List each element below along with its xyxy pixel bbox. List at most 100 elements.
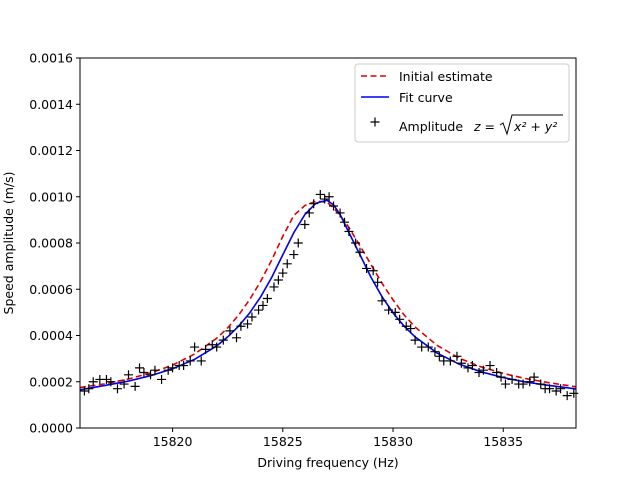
amplitude-point [401, 321, 411, 331]
amplitude-point [529, 372, 539, 382]
amplitude-point [474, 368, 484, 377]
amplitude-point [406, 324, 416, 334]
amplitude-point [355, 247, 365, 257]
amplitude-point [190, 342, 200, 352]
amplitude-point [344, 226, 354, 236]
amplitude-point [212, 342, 222, 352]
amplitude-point [254, 305, 264, 315]
y-tick-label: 0.0016 [29, 51, 73, 66]
amplitude-point [492, 368, 502, 377]
amplitude-point [445, 356, 455, 366]
amplitude-point [507, 374, 517, 384]
y-tick-label: 0.0002 [29, 374, 73, 389]
amplitude-point [329, 201, 339, 211]
amplitude-point [309, 199, 319, 209]
amplitude-point [373, 277, 383, 287]
amplitude-point [262, 294, 272, 303]
amplitude-point [269, 282, 279, 292]
y-tick-label: 0.0008 [29, 236, 73, 251]
amplitude-point [300, 220, 310, 229]
x-tick-label: 15830 [373, 434, 413, 449]
amplitude-point [232, 333, 242, 343]
y-tick-label: 0.0000 [29, 421, 73, 436]
amplitude-point [500, 379, 510, 389]
amplitude-point [395, 314, 405, 324]
amplitude-point [218, 335, 228, 345]
amplitude-point [135, 363, 145, 373]
amplitude-point [282, 259, 292, 269]
y-tick-label: 0.0006 [29, 282, 73, 297]
amplitude-point [410, 335, 420, 345]
amplitude-points [79, 189, 579, 401]
amplitude-point [289, 250, 299, 260]
amplitude-point [434, 351, 444, 361]
amplitude-point [340, 217, 350, 227]
amplitude-point [139, 368, 149, 377]
amplitude-point [496, 372, 506, 382]
legend-label-amplitude: Amplitude [399, 119, 463, 134]
amplitude-point [88, 377, 98, 387]
amplitude-point [478, 365, 488, 375]
amplitude-point [485, 361, 495, 371]
amplitude-point [258, 300, 268, 310]
amplitude-point [207, 340, 217, 350]
amplitude-point [518, 379, 528, 389]
amplitude-point [456, 358, 466, 368]
amplitude-point [569, 388, 579, 398]
y-axis-label: Speed amplitude (m/s) [1, 172, 16, 315]
legend-formula-base: z = [473, 119, 495, 134]
amplitude-point [545, 384, 555, 394]
amplitude-point [106, 377, 116, 387]
y-axis: 0.0000 0.0002 0.0004 0.0006 0.0008 0.0010 0.00… [29, 51, 80, 436]
legend-label-initial-estimate: Initial estimate [399, 69, 493, 84]
amplitude-point [463, 363, 473, 373]
amplitude-point [157, 374, 167, 384]
amplitude-point [362, 263, 372, 273]
y-tick-label: 0.0004 [29, 328, 73, 343]
amplitude-point [390, 307, 400, 317]
amplitude-point [201, 344, 211, 354]
amplitude-point [185, 356, 195, 366]
amplitude-point [351, 238, 361, 248]
sqrt-radical-sign [499, 114, 563, 136]
amplitude-point [335, 208, 345, 218]
amplitude-point [423, 342, 433, 352]
x-axis-label: Driving frequency (Hz) [257, 455, 398, 470]
amplitude-point [130, 381, 140, 391]
amplitude-point [163, 365, 173, 375]
amplitude-point [196, 356, 206, 366]
series-layer [79, 189, 579, 401]
legend: Initial estimate Fit curve Amplitude z =… [354, 63, 570, 143]
amplitude-point [168, 363, 178, 373]
amplitude-point [225, 326, 235, 336]
amplitude-point [243, 319, 253, 329]
amplitude-point [84, 384, 94, 394]
amplitude-point [179, 361, 189, 371]
amplitude-point [324, 192, 334, 202]
legend-swatch-amplitude [370, 117, 380, 127]
amplitude-point [430, 347, 440, 357]
y-tick-label: 0.0010 [29, 189, 73, 204]
amplitude-point [551, 386, 561, 396]
amplitude-point [293, 238, 303, 248]
legend-label-fit-curve: Fit curve [399, 90, 453, 105]
amplitude-point [377, 296, 387, 306]
amplitude-point [304, 208, 314, 218]
x-tick-label: 15820 [153, 434, 193, 449]
amplitude-point [247, 312, 257, 322]
legend-box [354, 63, 570, 143]
amplitude-point [320, 194, 330, 204]
amplitude-point [101, 374, 111, 384]
amplitude-point [384, 305, 394, 315]
amplitude-point [368, 266, 378, 276]
amplitude-point [556, 384, 566, 394]
legend-formula-radicand: x² + y² [513, 119, 557, 134]
amplitude-point [124, 370, 133, 380]
x-tick-label: 15825 [263, 434, 303, 449]
x-axis: 15820 15825 15830 15835 [153, 428, 523, 449]
y-tick-label: 0.0012 [29, 143, 73, 158]
amplitude-point [236, 321, 246, 331]
amplitude-point [452, 351, 462, 361]
amplitude-point [525, 377, 535, 387]
